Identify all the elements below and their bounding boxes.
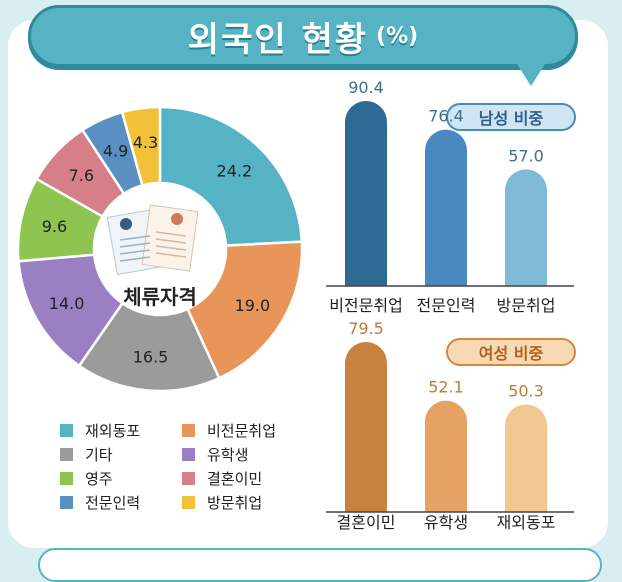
donut-value-label-7: 4.3 xyxy=(133,133,158,152)
legend-item-5: 결혼이민 xyxy=(182,468,262,489)
donut-value-label-3: 14.0 xyxy=(49,294,85,313)
legend-label: 결혼이민 xyxy=(207,470,263,488)
bar-category-label-female-0: 결혼이민 xyxy=(337,513,396,532)
legend-item-6: 전문인력 xyxy=(60,492,140,513)
donut-value-label-0: 24.2 xyxy=(217,162,253,181)
legend-label: 방문취업 xyxy=(207,494,263,512)
page-title: 외국인 현황 xyxy=(187,19,369,60)
bar-charts: 90.4 비전문취업 76.4 전문인력 57.0 방문취업 79.5 결혼이민 52.1 유학생… xyxy=(326,78,574,532)
donut-value-label-5: 7.6 xyxy=(69,166,94,185)
bar-category-label-male-2: 방문취업 xyxy=(497,296,556,315)
legend-item-7: 방문취업 xyxy=(182,492,262,513)
donut-slice-7 xyxy=(120,105,162,187)
bar-category-label-female-1: 유학생 xyxy=(424,513,468,532)
document-illustration-icon xyxy=(106,204,199,276)
legend-item-2: 기타 xyxy=(60,444,113,465)
legend-swatch xyxy=(60,448,73,461)
donut-value-label-1: 19.0 xyxy=(235,296,271,315)
legend-label: 전문인력 xyxy=(85,494,141,512)
legend-swatch xyxy=(182,448,195,461)
donut-value-label-4: 9.6 xyxy=(42,217,67,236)
female-share-badge: 여성 비중 xyxy=(446,338,576,366)
donut-slice-0 xyxy=(158,105,304,247)
bar-male-1 xyxy=(425,129,467,286)
legend-item-0: 재외동포 xyxy=(60,420,140,441)
bar-value-label-male-0: 90.4 xyxy=(348,78,384,97)
legend-label: 유학생 xyxy=(207,446,249,464)
legend-label: 기타 xyxy=(85,446,113,464)
legend-swatch xyxy=(182,496,195,509)
bar-value-label-female-0: 79.5 xyxy=(348,319,384,338)
bar-value-label-female-1: 52.1 xyxy=(428,378,464,397)
male-share-badge: 남성 비중 xyxy=(446,103,576,131)
bar-value-label-male-2: 57.0 xyxy=(508,146,544,165)
bar-value-label-male-1: 76.4 xyxy=(428,107,464,126)
legend-item-1: 비전문취업 xyxy=(182,420,276,441)
legend-item-3: 유학생 xyxy=(182,444,248,465)
bar-female-1 xyxy=(425,400,467,512)
bar-female-2 xyxy=(505,404,547,512)
title-banner: 외국인 현황 (%) xyxy=(28,5,578,86)
bar-category-label-male-0: 비전문취업 xyxy=(329,296,403,315)
legend-label: 재외동포 xyxy=(85,422,141,440)
bar-category-label-male-1: 전문인력 xyxy=(417,296,476,315)
title-unit: (%) xyxy=(376,23,419,49)
bar-value-label-female-2: 50.3 xyxy=(508,381,544,400)
donut-chart: 24.2 19.0 16.5 14.0 9.6 7.6 4.9 4.3 체류자격 xyxy=(16,105,304,393)
legend-item-4: 영주 xyxy=(60,468,113,489)
donut-value-label-2: 16.5 xyxy=(133,348,169,367)
legend-swatch xyxy=(60,472,73,485)
bar-male-2 xyxy=(505,169,547,286)
legend-label: 비전문취업 xyxy=(207,422,277,440)
legend-swatch xyxy=(182,472,195,485)
bar-male-0 xyxy=(345,101,387,286)
legend-swatch xyxy=(60,496,73,509)
legend-swatch xyxy=(60,424,73,437)
bar-female-0 xyxy=(345,342,387,512)
legend-label: 영주 xyxy=(85,470,113,488)
legend-swatch xyxy=(182,424,195,437)
donut-slice-1 xyxy=(185,240,304,380)
bar-category-label-female-2: 재외동포 xyxy=(497,513,556,532)
donut-value-label-6: 4.9 xyxy=(103,142,128,161)
donut-center-label: 체류자격 xyxy=(123,285,197,309)
